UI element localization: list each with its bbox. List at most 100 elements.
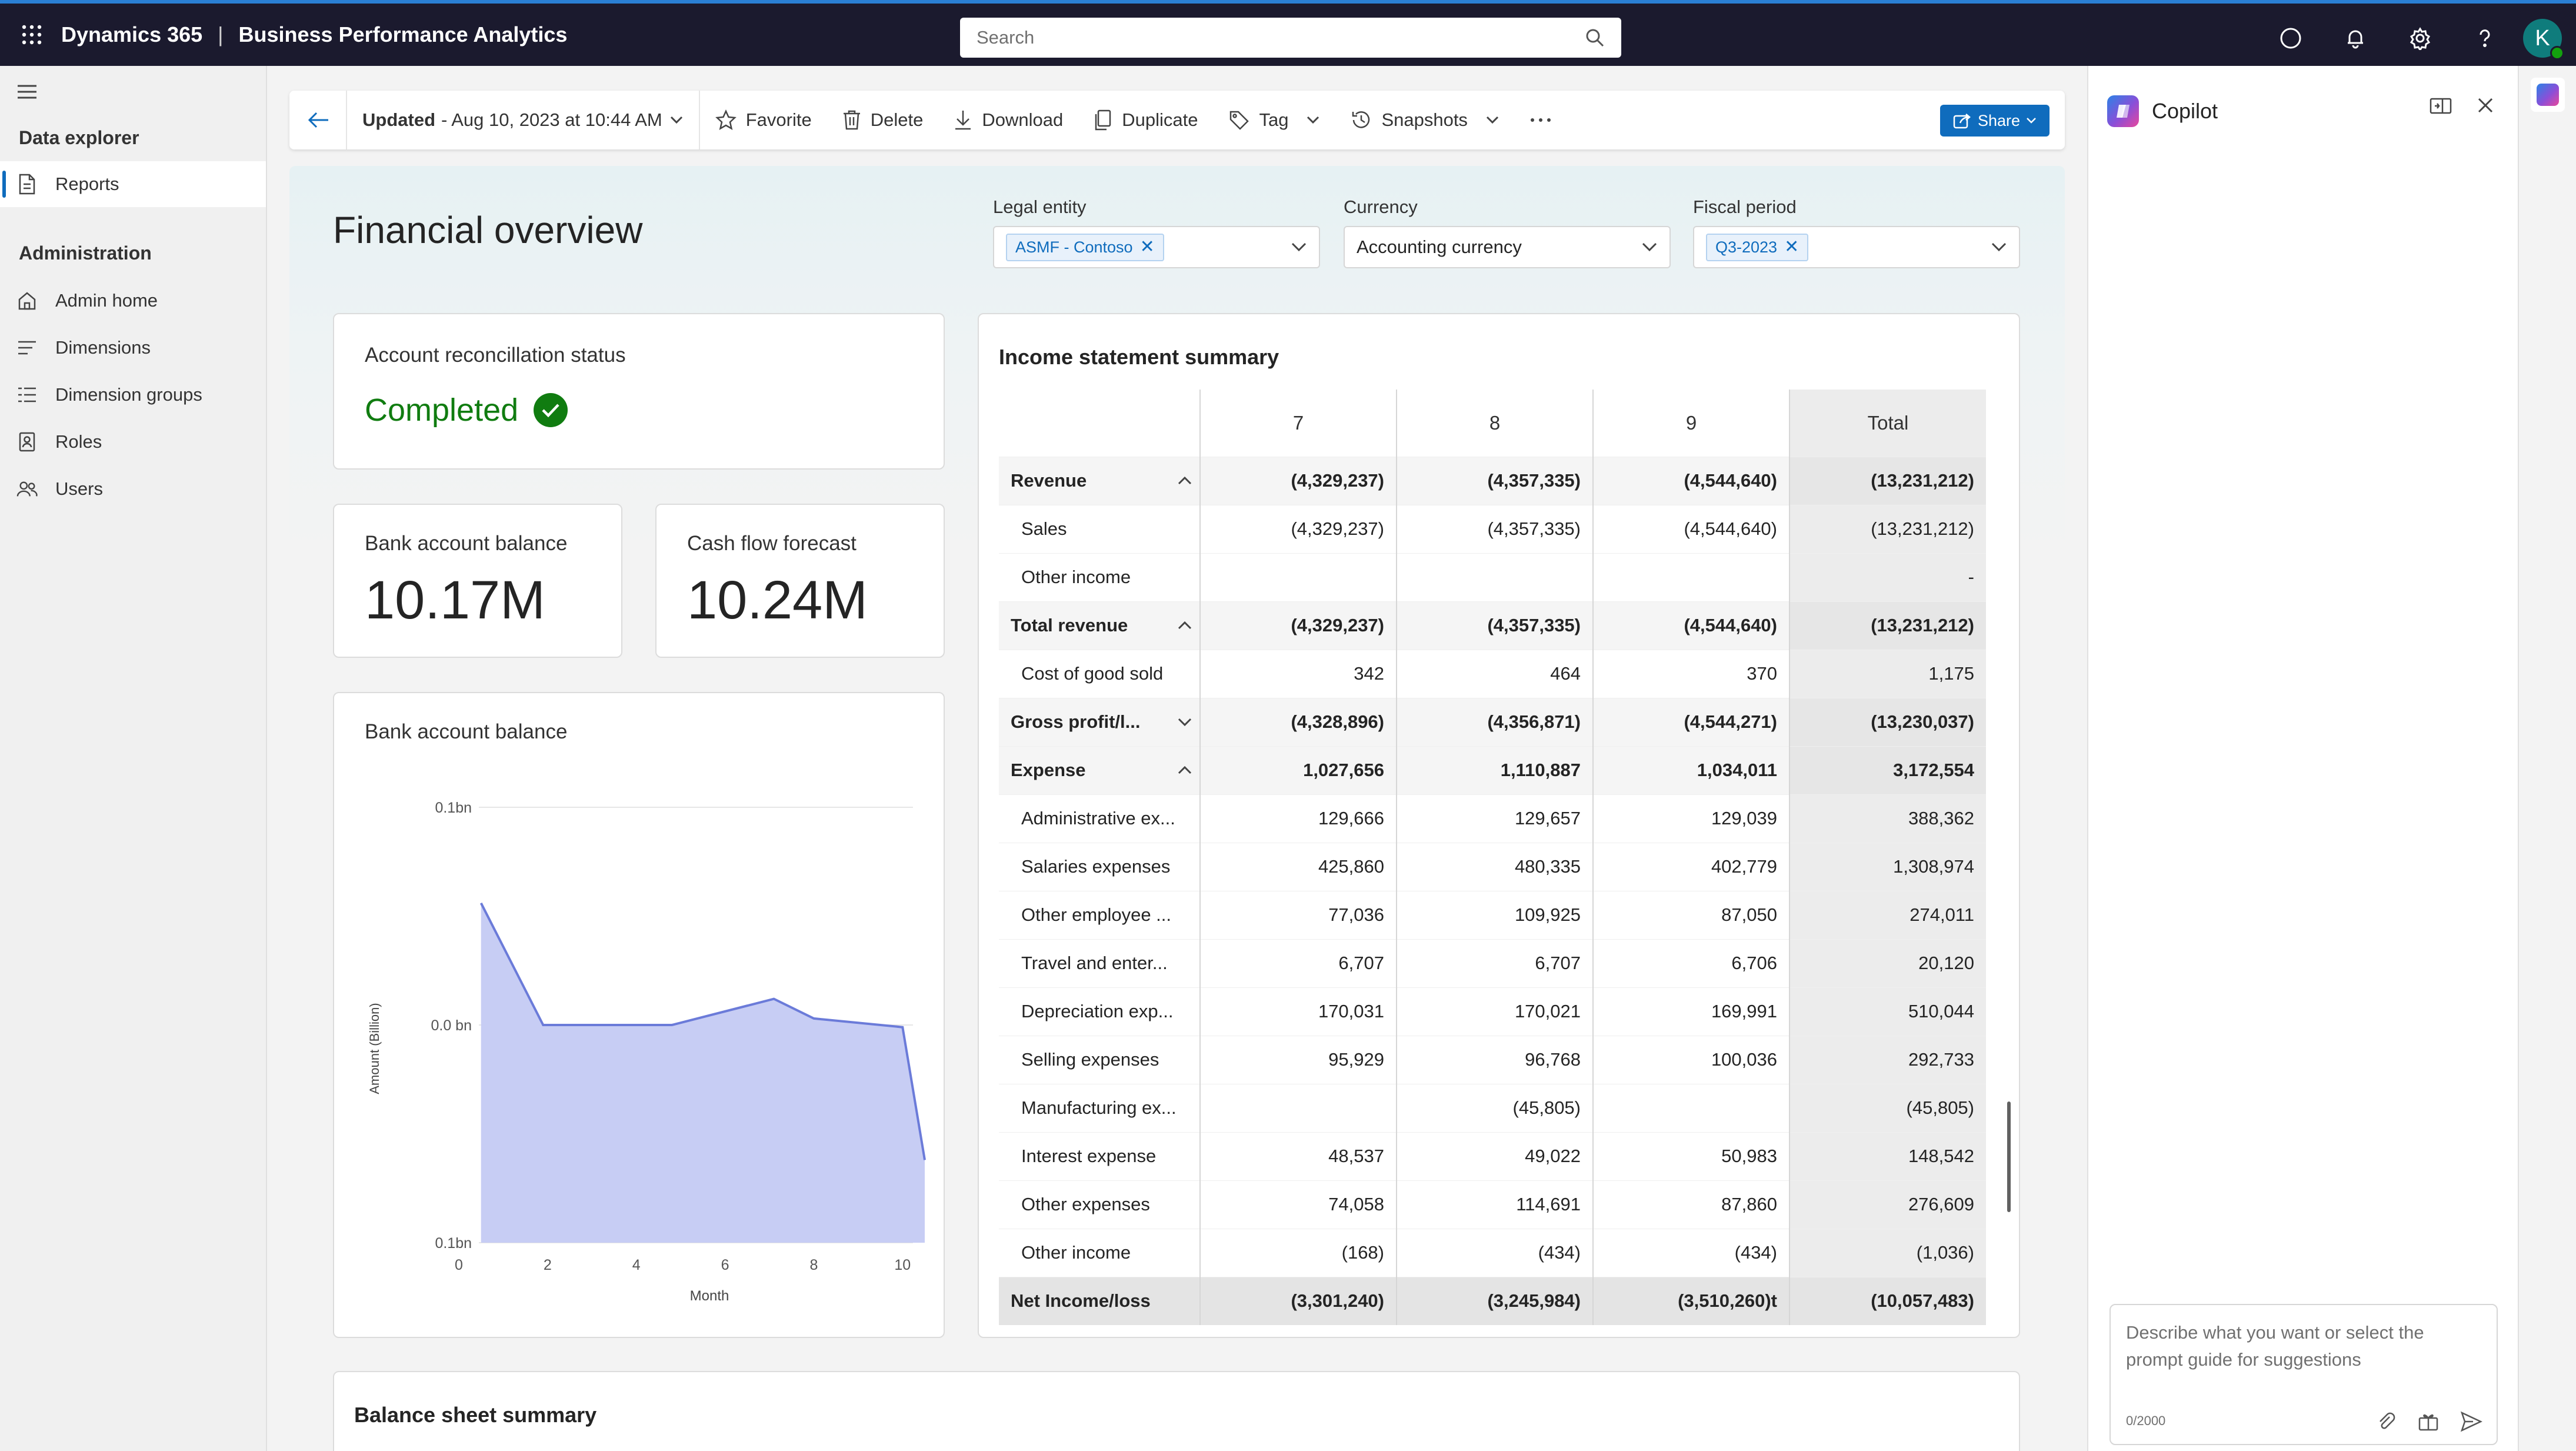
currency-dropdown[interactable]: Accounting currency bbox=[1344, 226, 1671, 268]
nav-item-dimension-groups[interactable]: Dimension groups bbox=[0, 372, 266, 418]
more-options-icon[interactable] bbox=[1515, 91, 1567, 149]
nav-item-admin-home[interactable]: Admin home bbox=[0, 278, 266, 324]
character-count: 0/2000 bbox=[2126, 1413, 2166, 1428]
hamburger-menu-icon[interactable] bbox=[15, 80, 39, 104]
settings-gear-icon[interactable] bbox=[2388, 7, 2452, 69]
right-rail bbox=[2518, 66, 2576, 1451]
download-button[interactable]: Download bbox=[938, 91, 1078, 149]
total-cell: - bbox=[1789, 553, 1986, 601]
prompt-placeholder: Describe what you want or select the pro… bbox=[2126, 1322, 2424, 1370]
fiscal-period-filter[interactable]: Q3-2023 ✕ bbox=[1693, 226, 2020, 268]
home-icon bbox=[16, 291, 38, 311]
snapshots-button[interactable]: Snapshots bbox=[1335, 91, 1515, 149]
row-label: Other income bbox=[1021, 1242, 1131, 1263]
balance-sheet-card: Balance sheet summary bbox=[333, 1371, 2020, 1451]
copilot-prompt-input[interactable]: Describe what you want or select the pro… bbox=[2110, 1304, 2498, 1445]
collapse-chevron-up-icon[interactable] bbox=[1177, 766, 1192, 775]
x-tick-label: 8 bbox=[809, 1257, 818, 1273]
fiscal-period-chip[interactable]: Q3-2023 ✕ bbox=[1706, 233, 1809, 261]
favorite-label: Favorite bbox=[745, 109, 812, 130]
help-icon[interactable] bbox=[2452, 7, 2517, 69]
y-tick-label: 0.1bn bbox=[435, 1235, 472, 1252]
delete-label: Delete bbox=[870, 109, 924, 130]
legal-entity-label: Legal entity bbox=[993, 197, 1087, 217]
send-icon[interactable] bbox=[2460, 1411, 2482, 1432]
row-label: Net Income/loss bbox=[1011, 1290, 1151, 1312]
nav-item-reports[interactable]: Reports bbox=[0, 161, 266, 207]
checkmark-icon bbox=[534, 393, 568, 427]
total-cell: (45,805) bbox=[1789, 1083, 1986, 1132]
row-label-cell: Expense bbox=[999, 746, 1200, 794]
app-launcher-icon[interactable] bbox=[2, 5, 61, 64]
row-label: Sales bbox=[1021, 518, 1067, 539]
nav-item-dimensions[interactable]: Dimensions bbox=[0, 325, 266, 371]
value-cell: 100,036 bbox=[1592, 1035, 1789, 1084]
row-label-cell: Net Income/loss bbox=[999, 1276, 1200, 1325]
table-row: Net Income/loss (3,301,240) (3,245,984) (3,… bbox=[999, 1276, 1986, 1325]
table-row: Expense 1,027,656 1,110,887 1,034,011 3,172,… bbox=[999, 746, 1986, 794]
bank-balance-chart-card: Bank account balance 0.1bn 0.0 bn 0.1bn 0 2 4… bbox=[333, 692, 945, 1338]
open-in-new-pane-icon[interactable] bbox=[2430, 96, 2452, 115]
attach-icon[interactable] bbox=[2375, 1411, 2397, 1432]
favorite-button[interactable]: Favorite bbox=[700, 91, 827, 149]
search-icon bbox=[1585, 28, 1605, 48]
updated-dropdown[interactable]: Updated - Aug 10, 2023 at 10:44 AM bbox=[347, 91, 699, 149]
search-input[interactable]: Search bbox=[960, 18, 1621, 58]
back-button[interactable] bbox=[289, 91, 346, 149]
assistance-icon[interactable] bbox=[2258, 7, 2323, 69]
chevron-down-icon[interactable] bbox=[1306, 115, 1320, 125]
row-label-cell: Other income bbox=[999, 1228, 1200, 1277]
remove-chip-icon[interactable]: ✕ bbox=[1784, 237, 1799, 257]
app-name[interactable]: Dynamics 365 bbox=[61, 22, 203, 46]
legal-entity-filter[interactable]: ASMF - Contoso ✕ bbox=[993, 226, 1320, 268]
column-header-total[interactable]: Total bbox=[1789, 390, 1986, 457]
nav-item-users[interactable]: Users bbox=[0, 466, 266, 512]
users-icon bbox=[16, 480, 38, 498]
area-chart: 0.1bn 0.0 bn 0.1bn 0 2 4 6 8 10 Month Amount (Bill… bbox=[367, 800, 926, 1304]
value-cell: 169,991 bbox=[1592, 987, 1789, 1036]
notifications-icon[interactable] bbox=[2323, 7, 2388, 69]
value-cell: 87,860 bbox=[1592, 1180, 1789, 1229]
row-label-cell: Sales bbox=[999, 504, 1200, 553]
collapse-chevron-up-icon[interactable] bbox=[1177, 621, 1192, 630]
prompt-guide-icon[interactable] bbox=[2418, 1411, 2439, 1432]
tag-label: Tag bbox=[1259, 109, 1289, 130]
row-label: Other income bbox=[1021, 567, 1131, 587]
x-axis-label: Month bbox=[690, 1288, 729, 1304]
total-cell: (13,231,212) bbox=[1789, 601, 1986, 650]
total-cell: (1,036) bbox=[1789, 1228, 1986, 1277]
income-statement-title: Income statement summary bbox=[999, 345, 1279, 369]
kpi-value: 10.24M bbox=[687, 570, 868, 630]
collapse-chevron-up-icon[interactable] bbox=[1177, 476, 1192, 485]
column-header[interactable]: 8 bbox=[1396, 390, 1593, 457]
remove-chip-icon[interactable]: ✕ bbox=[1139, 237, 1155, 257]
duplicate-button[interactable]: Duplicate bbox=[1078, 91, 1213, 149]
value-cell: (3,245,984) bbox=[1396, 1276, 1593, 1325]
table-row: Interest expense 48,537 49,022 50,983 148,54… bbox=[999, 1131, 1986, 1180]
module-name[interactable]: Business Performance Analytics bbox=[238, 22, 568, 46]
user-avatar[interactable]: K bbox=[2523, 19, 2564, 60]
legal-entity-chip[interactable]: ASMF - Contoso ✕ bbox=[1006, 233, 1164, 261]
chevron-down-icon bbox=[1641, 242, 1658, 252]
dimension-groups-icon bbox=[16, 386, 38, 404]
tag-button[interactable]: Tag bbox=[1213, 91, 1335, 149]
value-cell: (434) bbox=[1396, 1228, 1593, 1277]
value-cell: 114,691 bbox=[1396, 1180, 1593, 1229]
value-cell: 49,022 bbox=[1396, 1131, 1593, 1180]
table-row: Travel and enter... 6,707 6,707 6,706 20,120 bbox=[999, 939, 1986, 987]
scrollbar-thumb[interactable] bbox=[2007, 1101, 2011, 1212]
column-header[interactable]: 9 bbox=[1592, 390, 1789, 457]
value-cell: 342 bbox=[1199, 649, 1397, 698]
close-icon[interactable] bbox=[2477, 96, 2494, 115]
nav-item-roles[interactable]: Roles bbox=[0, 419, 266, 465]
trash-icon bbox=[842, 109, 861, 131]
copilot-rail-icon[interactable] bbox=[2531, 78, 2565, 112]
share-button[interactable]: Share bbox=[1940, 105, 2050, 137]
delete-button[interactable]: Delete bbox=[827, 91, 939, 149]
chevron-down-icon[interactable] bbox=[1485, 115, 1499, 125]
row-label-cell: Other expenses bbox=[999, 1180, 1200, 1229]
table-row: Cost of good sold 342 464 370 1,175 bbox=[999, 649, 1986, 698]
column-header[interactable]: 7 bbox=[1199, 390, 1397, 457]
history-icon bbox=[1351, 109, 1372, 131]
expand-chevron-down-icon[interactable] bbox=[1177, 717, 1192, 727]
